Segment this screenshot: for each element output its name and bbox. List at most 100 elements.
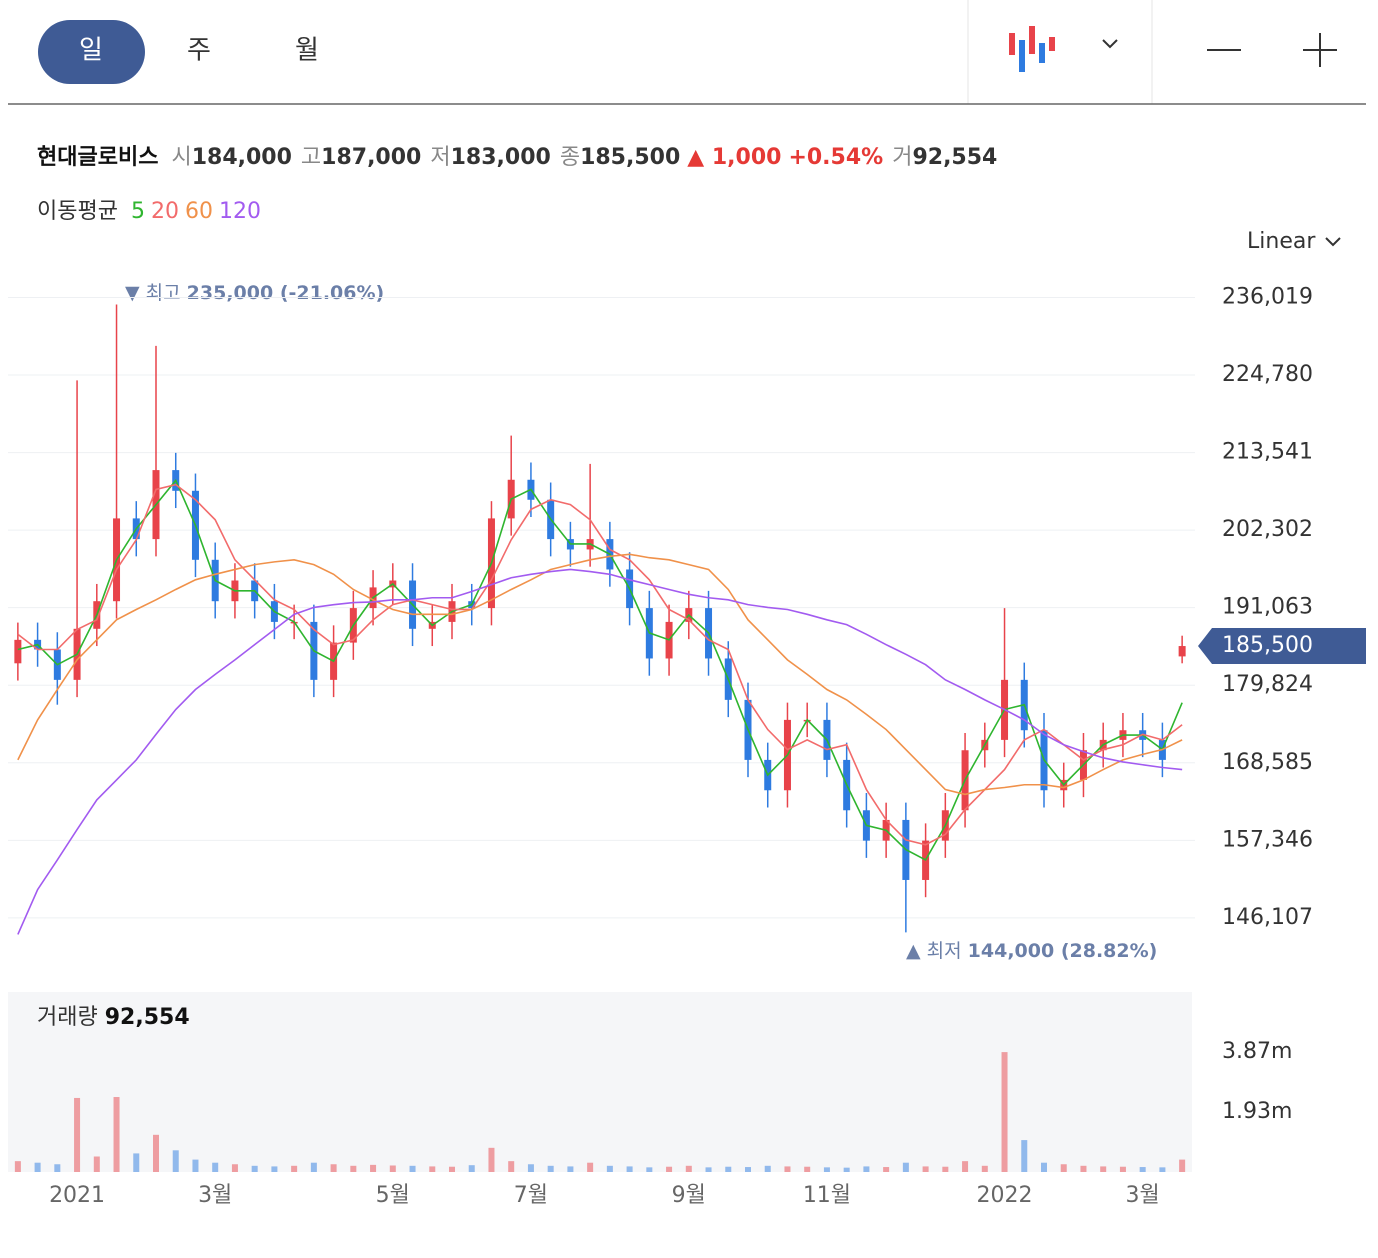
volume-bar — [74, 1097, 81, 1172]
volume-bar — [764, 1165, 771, 1172]
volume-bar — [468, 1165, 475, 1172]
volume-bar — [1060, 1164, 1067, 1172]
volume-bar — [1021, 1140, 1028, 1172]
scale-chevron[interactable] — [1325, 237, 1341, 247]
volume-bar — [666, 1166, 673, 1172]
legend-entry: 60 — [185, 199, 213, 224]
volume-bar — [587, 1162, 594, 1172]
moving-average — [17, 478, 1183, 862]
volume-bar — [725, 1166, 732, 1172]
chart-type-icon[interactable] — [1009, 26, 1055, 72]
change-pct: +0.54% — [788, 145, 883, 170]
y-tick-label: 168,585 — [1222, 750, 1313, 775]
tab[interactable]: 주 — [187, 36, 211, 66]
volume-bar — [1179, 1159, 1186, 1172]
volume-bar — [1119, 1166, 1126, 1172]
field-value: 184,000 — [192, 145, 292, 170]
quote-line: 현대글로비스 시184,000 고187,000 저183,000 종185,5… — [37, 145, 997, 170]
legend-title: 이동평균 — [37, 199, 118, 224]
volume-bar — [626, 1166, 633, 1172]
volume-bar — [1139, 1167, 1146, 1172]
volume-bar — [330, 1164, 337, 1172]
min-label: ▲ 최저 — [906, 940, 962, 962]
volume-bar — [251, 1165, 258, 1172]
dropdown-chevron[interactable] — [1102, 39, 1118, 49]
volume-bar — [409, 1165, 416, 1172]
legend-entry: 5 — [131, 199, 145, 224]
x-tick-label: 11월 — [803, 1183, 851, 1208]
price-tag-label: 185,500 — [1222, 633, 1313, 658]
volume-bar — [981, 1165, 988, 1172]
volume-bar — [1001, 1052, 1008, 1172]
volume-bar — [192, 1159, 199, 1172]
x-tick-label: 2021 — [49, 1183, 105, 1208]
volume-bar — [902, 1162, 909, 1172]
volume-bar — [863, 1166, 870, 1172]
volume-bar — [547, 1165, 554, 1172]
x-tick-label: 7월 — [514, 1183, 548, 1208]
candle-body — [14, 639, 22, 664]
tab[interactable]: 월 — [295, 36, 319, 66]
x-tick-label: 2022 — [977, 1183, 1033, 1208]
volume-bar — [962, 1161, 969, 1172]
max-annotation: ▼ 최고 235,000 (-21.06%) — [125, 282, 384, 304]
volume-panel — [8, 992, 1192, 1172]
volume-title: 거래량 92,554 — [37, 1005, 190, 1030]
field-label: 시 — [171, 145, 191, 170]
volume-bar — [449, 1166, 455, 1172]
volume-bar — [1100, 1166, 1107, 1172]
candle-body — [1178, 646, 1186, 657]
volume-bar — [291, 1165, 298, 1172]
volume-bar — [1080, 1165, 1087, 1172]
x-tick-label: 3월 — [198, 1183, 232, 1208]
zoom-in[interactable] — [1303, 33, 1337, 67]
scale-mode[interactable]: Linear — [1247, 229, 1316, 254]
volume-bar — [843, 1167, 850, 1172]
field-label: 저 — [430, 145, 450, 170]
stock-name: 현대글로비스 — [37, 145, 158, 170]
max-label: ▼ 최고 — [125, 282, 181, 304]
volume-label: 거래량 — [37, 1005, 98, 1030]
volume-bar — [153, 1134, 159, 1172]
volume-bar — [370, 1164, 377, 1172]
y-tick-label: 179,824 — [1222, 672, 1313, 697]
volume-bar — [429, 1166, 436, 1172]
volume-bar — [212, 1162, 219, 1172]
y-tick-label: 157,346 — [1222, 827, 1313, 852]
x-tick-label: 3월 — [1126, 1183, 1160, 1208]
field-label: 거 — [892, 145, 912, 170]
field-value: 185,500 — [580, 145, 680, 170]
volume-bar — [883, 1167, 890, 1172]
y-tick-label: 236,019 — [1222, 284, 1313, 309]
y-tick-label: 213,541 — [1222, 440, 1313, 465]
volume-bar — [705, 1167, 712, 1172]
volume-bar — [231, 1164, 238, 1172]
volume-bar — [350, 1165, 357, 1172]
volume-bar — [133, 1153, 140, 1172]
volume-bar — [606, 1165, 613, 1172]
legend: 이동평균 5 20 60 120 — [37, 199, 261, 224]
moving-average — [17, 553, 1183, 796]
volume-bar — [646, 1167, 653, 1172]
volume-bar — [1041, 1162, 1047, 1172]
tab[interactable]: 일 — [79, 36, 103, 66]
y-tick-label: 146,107 — [1222, 905, 1313, 930]
field-value: 92,554 — [912, 145, 997, 170]
volume-bar — [172, 1150, 179, 1172]
moving-average — [17, 483, 1183, 846]
volume-bar — [527, 1164, 534, 1172]
volume-bar — [804, 1166, 811, 1172]
y-tick-label: 202,302 — [1222, 517, 1313, 542]
active-tab[interactable] — [38, 20, 145, 84]
volume-bar — [113, 1097, 120, 1172]
min-annotation: ▲ 최저 144,000 (28.82%) — [906, 940, 1157, 962]
volume-bar — [389, 1165, 396, 1172]
field-value: 187,000 — [321, 145, 421, 170]
legend-entry: 20 — [151, 199, 179, 224]
y-tick-label: 191,063 — [1222, 595, 1313, 620]
price-tag — [1198, 628, 1366, 665]
x-tick-label: 5월 — [376, 1183, 410, 1208]
volume-bar — [488, 1147, 495, 1172]
min-text: 144,000 (28.82%) — [968, 940, 1158, 962]
